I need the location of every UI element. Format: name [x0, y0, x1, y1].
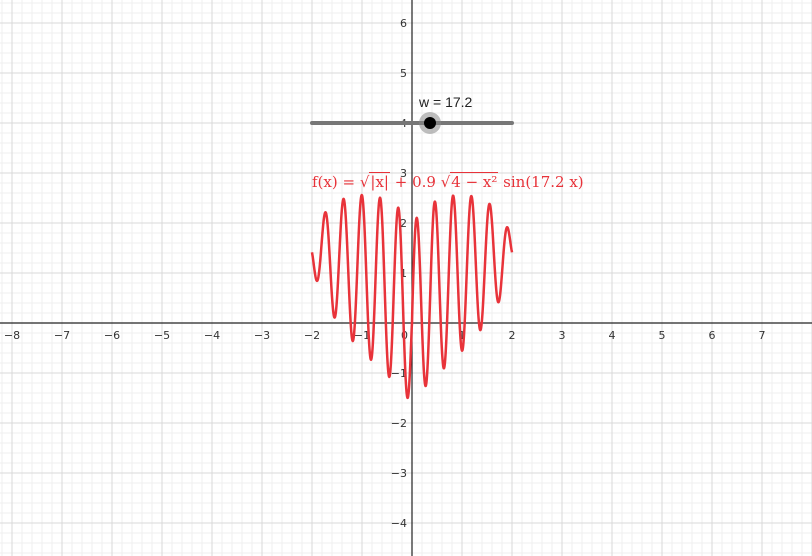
function-label-prefix: f(x) = — [312, 173, 360, 191]
y-tick-labels: 654321−1−2−3−4 — [391, 17, 407, 530]
x-tick-label: −6 — [104, 329, 120, 342]
x-tick-label: 1 — [459, 329, 466, 342]
x-tick-label: −2 — [304, 329, 320, 342]
function-label-sqrt-abs: |x| — [369, 172, 390, 191]
function-label-suffix: sin(17.2 x) — [498, 173, 584, 191]
y-tick-label: 3 — [400, 167, 407, 180]
x-tick-label: −3 — [254, 329, 270, 342]
x-tick-label: −4 — [204, 329, 220, 342]
y-tick-label: −4 — [391, 517, 407, 530]
y-tick-label: −3 — [391, 467, 407, 480]
x-tick-label: 2 — [509, 329, 516, 342]
x-tick-label: −1 — [354, 329, 370, 342]
x-tick-label: 4 — [609, 329, 616, 342]
function-curve[interactable] — [310, 193, 514, 400]
x-tick-label: −5 — [154, 329, 170, 342]
y-tick-label: 6 — [400, 17, 407, 30]
y-tick-label: 5 — [400, 67, 407, 80]
x-tick-label: 3 — [559, 329, 566, 342]
slider-value-label: w = 17.2 — [419, 94, 473, 110]
function-label[interactable]: f(x) = √|x| + 0.9 √4 − x² sin(17.2 x) — [312, 172, 584, 191]
x-tick-label: 6 — [709, 329, 716, 342]
slider-handle[interactable] — [424, 117, 436, 129]
y-tick-label: −2 — [391, 417, 407, 430]
x-tick-label: 7 — [759, 329, 766, 342]
function-label-mid: + 0.9 — [389, 173, 441, 191]
x-tick-labels: −8 −7 −6 −5 −4 −3 −2 −1 0 1 2 3 4 5 6 7 — [4, 329, 766, 342]
y-tick-label: 1 — [400, 267, 407, 280]
x-tick-label: 5 — [659, 329, 666, 342]
y-tick-label: −1 — [391, 367, 407, 380]
y-tick-label: 2 — [400, 217, 407, 230]
x-tick-label: −7 — [54, 329, 70, 342]
function-label-sqrt-quad: 4 − x² — [450, 172, 499, 191]
x-tick-label: −8 — [4, 329, 20, 342]
